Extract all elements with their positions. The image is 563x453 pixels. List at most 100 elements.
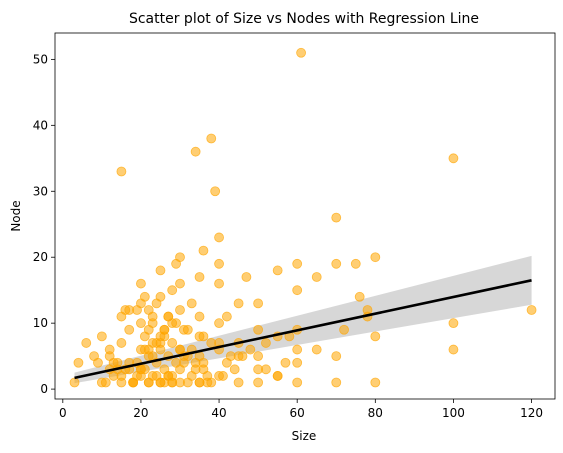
scatter-point [331, 377, 342, 388]
scatter-point [73, 357, 84, 368]
scatter-point [186, 298, 197, 309]
scatter-point [370, 377, 381, 388]
scatter-point [214, 278, 224, 289]
scatter-point [143, 377, 154, 388]
scatter-point [331, 212, 342, 223]
scatter-point [194, 331, 205, 342]
y-tick-label: 50 [33, 52, 48, 66]
scatter-point [100, 377, 111, 388]
scatter-point [128, 377, 139, 388]
scatter-point [261, 338, 271, 348]
scatter-point [159, 324, 170, 335]
scatter-point [69, 377, 80, 388]
scatter-point [311, 344, 322, 355]
scatter-point [182, 377, 193, 388]
y-tick-label: 10 [33, 316, 48, 330]
scatter-point [167, 318, 178, 329]
scatter-point [253, 324, 264, 335]
scatter-point [339, 324, 349, 335]
x-axis-label: Size [292, 429, 317, 443]
scatter-point [354, 291, 365, 302]
scatter-point [292, 258, 303, 269]
scatter-point [296, 47, 306, 58]
chart-title: Scatter plot of Size vs Nodes with Regre… [129, 11, 479, 27]
x-tick-label: 20 [133, 406, 148, 420]
scatter-point [448, 318, 459, 329]
scatter-point [155, 265, 166, 276]
scatter-point [233, 298, 244, 309]
scatter-point [253, 377, 264, 388]
scatter-point [175, 344, 185, 355]
scatter-point [210, 186, 221, 197]
scatter-point [167, 285, 178, 296]
scatter-point [155, 338, 166, 348]
scatter-point [245, 344, 256, 355]
regression-line [74, 279, 532, 380]
scatter-point [116, 166, 127, 177]
scatter-point [292, 357, 303, 368]
y-axis: 0 10 20 30 40 50 [33, 52, 55, 396]
x-tick-label: 0 [59, 406, 67, 420]
scatter-point [292, 377, 303, 388]
scatter-point [350, 258, 361, 269]
scatter-point [253, 298, 264, 309]
plot-frame [54, 32, 556, 400]
scatter-point [96, 331, 107, 342]
scatter-point [151, 298, 162, 309]
y-tick-label: 40 [33, 118, 48, 132]
y-axis-label: Node [9, 200, 23, 231]
scatter-point [116, 311, 127, 322]
scatter-point [175, 305, 185, 315]
scatter-point [241, 272, 252, 282]
scatter-point [292, 344, 303, 355]
x-tick-label: 80 [368, 406, 383, 420]
scatter-point [175, 278, 185, 289]
scatter-point [136, 278, 146, 289]
scatter-point [143, 344, 154, 355]
x-tick-label: 60 [290, 406, 305, 420]
scatter-point [214, 258, 224, 269]
scatter-point [206, 133, 217, 144]
scatter-point [448, 153, 459, 164]
scatter-point [253, 364, 264, 375]
scatter-point [221, 311, 232, 322]
scatter-point [81, 338, 92, 348]
x-axis: 0 20 40 60 80 100 120 [59, 399, 543, 420]
scatter-point [292, 285, 303, 296]
scatter-point [370, 331, 381, 342]
scatter-point [448, 344, 459, 355]
scatter-point [190, 357, 201, 368]
scatter-point [124, 305, 135, 315]
scatter-point [179, 324, 189, 335]
scatter-point [253, 351, 264, 362]
scatter-point [272, 265, 283, 276]
scatter-point [167, 338, 178, 348]
scatter-point [202, 377, 213, 388]
x-tick-label: 40 [211, 406, 226, 420]
scatter-point [198, 245, 209, 256]
scatter-point [171, 357, 181, 368]
scatter-point [147, 311, 158, 322]
scatter-point [194, 311, 205, 322]
scatter-point [93, 357, 103, 368]
y-tick-label: 30 [33, 184, 48, 198]
scatter-point [175, 252, 185, 263]
scatter-point [526, 305, 537, 315]
scatter-point [136, 364, 146, 375]
scatter-point [214, 318, 224, 329]
x-tick-label: 100 [442, 406, 465, 420]
scatter-point [214, 232, 224, 243]
scatter-point [331, 258, 342, 269]
scatter-point [136, 318, 146, 329]
scatter-point [116, 338, 127, 348]
x-tick-label: 120 [520, 406, 543, 420]
scatter-point [167, 377, 178, 388]
scatter-point [194, 272, 205, 282]
plot-area [69, 47, 537, 388]
scatter-point [272, 371, 283, 381]
y-tick-label: 20 [33, 250, 48, 264]
scatter-point [331, 351, 342, 362]
scatter-point [280, 357, 291, 368]
scatter-point [233, 351, 244, 362]
scatter-point [190, 146, 201, 157]
